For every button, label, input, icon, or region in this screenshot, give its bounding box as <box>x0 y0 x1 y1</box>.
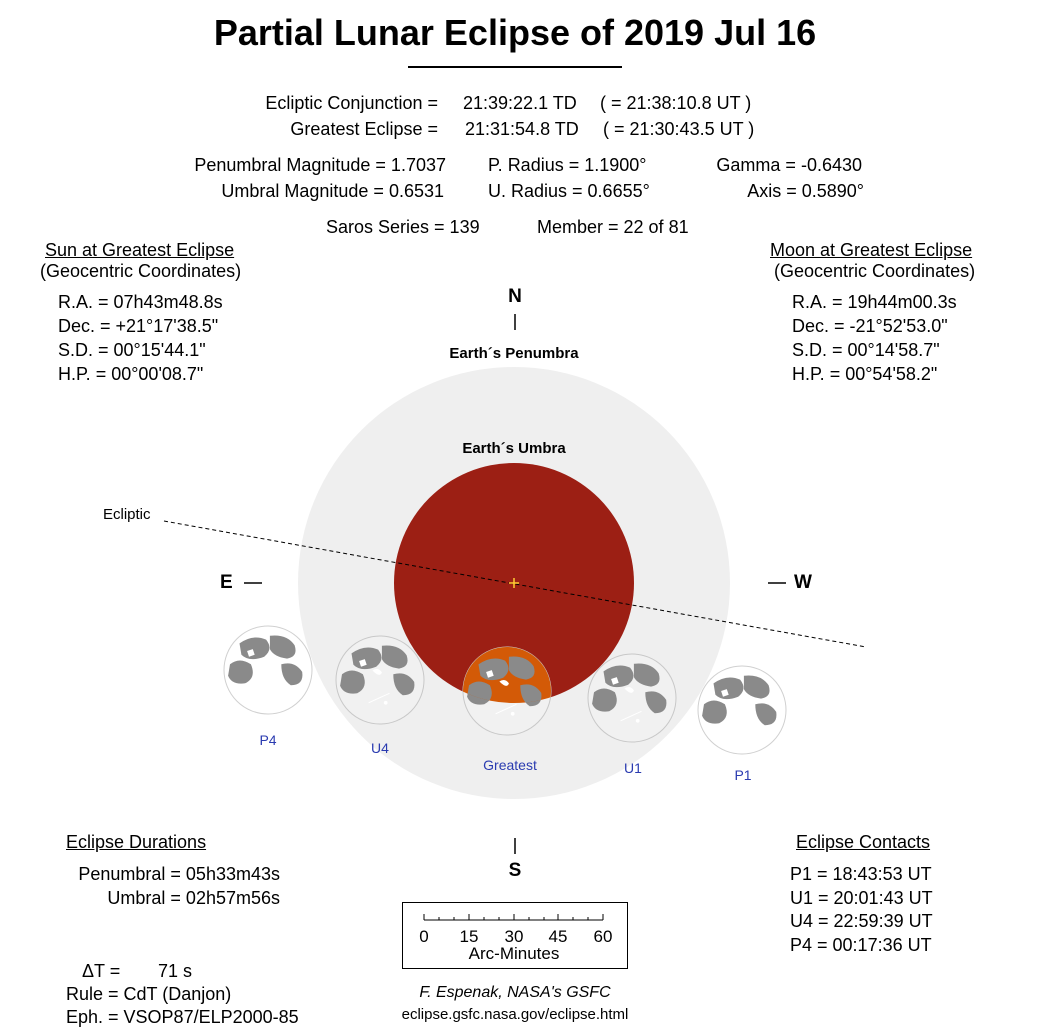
axis: Axis = 0.5890° <box>747 181 864 201</box>
saros-member: Member = 22 of 81 <box>537 217 689 237</box>
gamma: Gamma = -0.6430 <box>716 155 862 175</box>
scale-tick-45: 45 <box>548 927 568 946</box>
greatest-td: 21:31:54.8 TD <box>465 119 579 139</box>
shadow-center-mark <box>509 578 519 588</box>
sun-subheading: (Geocentric Coordinates) <box>40 261 242 281</box>
moon-subheading: (Geocentric Coordinates) <box>774 261 976 281</box>
south-label: S <box>508 860 522 881</box>
sun-ra: R.A. = 07h43m48.8s <box>58 292 223 312</box>
sun-sd: S.D. = 00°15'44.1" <box>58 340 206 360</box>
conjunction-ut: ( = 21:38:10.8 UT ) <box>600 93 752 113</box>
north-label: N <box>508 286 522 307</box>
scale-label: Arc-Minutes <box>468 944 560 963</box>
moon-greatest-umbral-part <box>463 647 551 703</box>
moon-u1 <box>587 653 677 743</box>
moon-label-u1: U1 <box>624 760 642 776</box>
durations-heading: Eclipse Durations <box>66 832 207 852</box>
sun-dec: Dec. = +21°17'38.5" <box>58 316 219 336</box>
penumbra-label: Earth´s Penumbra <box>449 345 579 362</box>
moon-p1 <box>697 665 787 755</box>
east-label: E <box>220 572 233 593</box>
conjunction-td: 21:39:22.1 TD <box>463 93 577 113</box>
rule-text: Rule = CdT (Danjon) <box>66 984 232 1004</box>
page-title: Partial Lunar Eclipse of 2019 Jul 16 <box>213 12 817 53</box>
greatest-label: Greatest Eclipse = <box>290 119 438 139</box>
moon-dec: Dec. = -21°52'53.0" <box>792 316 948 336</box>
moon-label-u4: U4 <box>371 740 389 756</box>
contact-u1: U1 = 20:01:43 UT <box>790 888 933 908</box>
umbral-magnitude: Umbral Magnitude = 0.6531 <box>221 181 444 201</box>
moon-p4 <box>223 625 313 715</box>
umbra-label: Earth´s Umbra <box>462 440 566 457</box>
sun-heading: Sun at Greatest Eclipse <box>45 240 235 260</box>
delta-t-label: ΔT = <box>82 961 121 981</box>
west-label: W <box>794 572 812 593</box>
contacts-heading: Eclipse Contacts <box>796 832 931 852</box>
saros-series: Saros Series = 139 <box>326 217 480 237</box>
conjunction-label: Ecliptic Conjunction = <box>265 93 438 113</box>
contact-p4: P4 = 00:17:36 UT <box>790 935 932 955</box>
credit-url: eclipse.gsfc.nasa.gov/eclipse.html <box>401 1006 629 1023</box>
title-underline <box>408 66 622 68</box>
umbral-radius: U. Radius = 0.6655° <box>488 181 650 201</box>
contact-u4: U4 = 22:59:39 UT <box>790 911 933 931</box>
penumbral-radius: P. Radius = 1.1900° <box>488 155 647 175</box>
moon-label-p4: P4 <box>259 732 277 748</box>
delta-t-value: 71 s <box>158 961 193 981</box>
penumbral-duration: Penumbral = 05h33m43s <box>78 864 280 884</box>
umbral-duration: Umbral = 02h57m56s <box>107 888 280 908</box>
scale-tick-15: 15 <box>459 927 479 946</box>
ecliptic-label: Ecliptic <box>103 506 151 523</box>
penumbral-magnitude: Penumbral Magnitude = 1.7037 <box>194 155 446 175</box>
scale-ruler <box>423 914 604 921</box>
moon-u4 <box>335 635 425 725</box>
moon-label-greatest: Greatest <box>483 757 537 773</box>
greatest-ut: ( = 21:30:43.5 UT ) <box>603 119 755 139</box>
moon-label-p1: P1 <box>734 767 752 783</box>
scale-tick-60: 60 <box>593 927 613 946</box>
moon-ra: R.A. = 19h44m00.3s <box>792 292 957 312</box>
contact-p1: P1 = 18:43:53 UT <box>790 864 932 884</box>
credit-author: F. Espenak, NASA's GSFC <box>419 984 611 1001</box>
scale-tick-0: 0 <box>419 927 429 946</box>
ephemeris-text: Eph. = VSOP87/ELP2000-85 <box>66 1007 299 1027</box>
moon-heading: Moon at Greatest Eclipse <box>770 240 973 260</box>
moon-hp: H.P. = 00°54'58.2" <box>792 364 938 384</box>
moon-sd: S.D. = 00°14'58.7" <box>792 340 940 360</box>
scale-box <box>402 902 628 969</box>
sun-hp: H.P. = 00°00'08.7" <box>58 364 204 384</box>
scale-tick-30: 30 <box>504 927 524 946</box>
